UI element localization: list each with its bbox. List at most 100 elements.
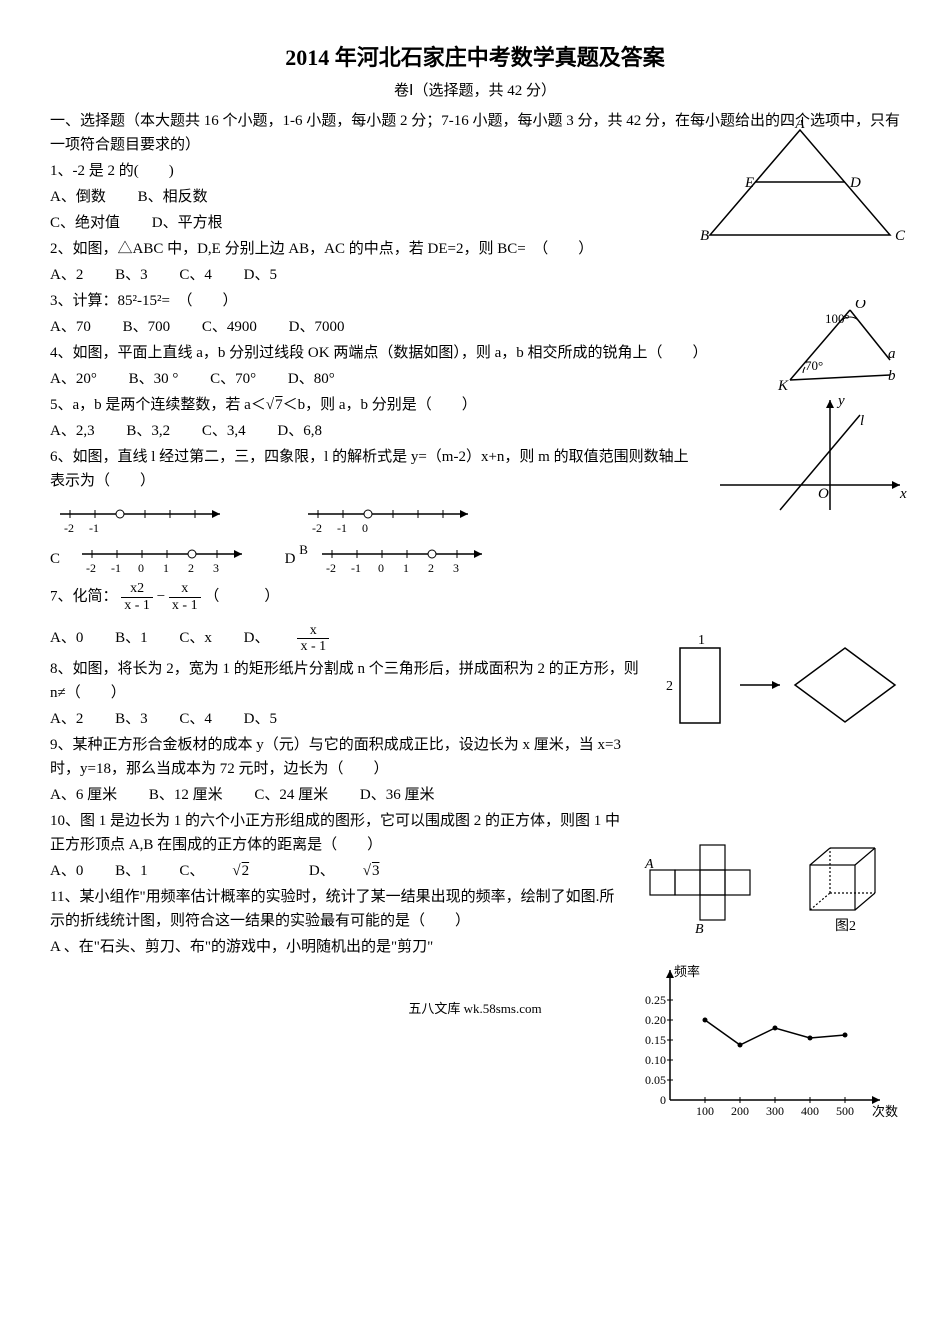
q3-C: C、4900 [202,319,257,335]
q4-D: D、80° [288,371,335,387]
q9-C: C、24 厘米 [254,787,328,803]
fig4-O: O [855,300,866,312]
q8: 8、如图，将长为 2，宽为 1 的矩形纸片分割成 n 个三角形后，拼成面积为 2… [50,657,900,705]
q7-C: C、x [179,630,212,646]
page: 2014 年河北石家庄中考数学真题及答案 卷Ⅰ（选择题，共 42 分） 一、选择… [50,40,900,1020]
q3-B: B、700 [123,319,171,335]
q7-frac2: xx - 1 [169,581,201,613]
numline-A: -2 -1 [50,499,230,539]
svg-text:0.05: 0.05 [645,1073,666,1087]
q8-A: A、2 [50,711,83,727]
numlines-row2: C -2 -1 0 1 2 3 D B -2 -1 0 1 2 3 [50,539,900,579]
q9-B: B、12 厘米 [149,787,223,803]
q11-A: A 、在"石头、剪刀、布"的游戏中，小明随机出的是"剪刀" [50,935,900,959]
q6-stem: 6、如图，直线 l 经过第二，三，四象限，l 的解析式是 y=（m-2）x+n，… [50,449,689,489]
svg-text:200: 200 [731,1104,749,1118]
fig-triangle: A E D B C [690,120,910,250]
q3-A: A、70 [50,319,91,335]
q4-stem: 4、如图，平面上直线 a，b 分别过线段 OK 两端点（数据如图），则 a，b … [50,345,708,361]
fig6-y: y [836,393,845,409]
fig2-D: D [849,175,861,191]
svg-text:-1: -1 [351,561,361,575]
q2-A: A、2 [50,267,83,283]
q2-opts: A、2 B、3 C、4 D、5 [50,263,900,287]
numline-D-label: D [256,547,296,571]
svg-text:0: 0 [378,561,384,575]
fig-freq-chart: 频率 次数 0 0.05 0.10 0.15 0.20 0.25 100 200… [630,960,900,1130]
q8-stem: 8、如图，将长为 2，宽为 1 的矩形纸片分割成 n 个三角形后，拼成面积为 2… [50,661,639,701]
q2-C: C、4 [179,267,212,283]
numline-C: -2 -1 0 1 2 3 [72,539,252,579]
q2-B: B、3 [115,267,148,283]
q7-frac1: x2x - 1 [121,581,153,613]
q5-post: ＜b，则 a，b 分别是（ ） [283,397,477,413]
q11-stem: 11、某小组作"用频率估计概率的实验时，统计了某一结果出现的频率，绘制了如图.所… [50,889,614,929]
q10-B: B、1 [115,863,148,879]
numline-B-top: -2 -1 0 [298,499,478,539]
q8-D: D、5 [244,711,277,727]
q5-D: D、6,8 [277,423,322,439]
svg-text:-2: -2 [64,521,74,535]
q9-D: D、36 厘米 [360,787,435,803]
q11: 11、某小组作"用频率估计概率的实验时，统计了某一结果出现的频率，绘制了如图.所… [50,885,900,933]
fig8-w: 1 [698,633,705,648]
numline-D: -2 -1 0 1 2 3 [312,539,492,579]
title: 2014 年河北石家庄中考数学真题及答案 [50,40,900,75]
svg-text:0: 0 [138,561,144,575]
q7-B: B、1 [115,630,148,646]
fig2-E: E [744,175,754,191]
q10-stem: 10、图 1 是边长为 1 的六个小正方形组成的图形，它可以围成图 2 的正方体… [50,813,620,853]
q9-A: A、6 厘米 [50,787,117,803]
q7-D: D、xx - 1 [244,630,386,646]
q8-C: C、4 [179,711,212,727]
svg-text:500: 500 [836,1104,854,1118]
fig10-A: A [644,857,654,872]
q2-stem: 2、如图，△ABC 中，D,E 分别上边 AB，AC 的中点，若 DE=2，则 … [50,241,593,257]
fig6-l: l [860,413,864,429]
q2-D: D、5 [244,267,277,283]
q10: 10、图 1 是边长为 1 的六个小正方形组成的图形，它可以围成图 2 的正方体… [50,809,900,857]
svg-text:-2: -2 [326,561,336,575]
q7-A: A、0 [50,630,83,646]
q7-post: （ ） [204,589,279,605]
q3-stem: 3、计算：85²-15²= （ ） [50,293,237,309]
svg-text:2: 2 [188,561,194,575]
svg-text:3: 3 [453,561,459,575]
q1-C: C、绝对值 [50,215,120,231]
svg-text:0: 0 [660,1093,666,1107]
svg-text:-2: -2 [312,521,322,535]
svg-text:-1: -1 [89,521,99,535]
fig11-xlab: 次数 [872,1104,898,1119]
q5-C: C、3,4 [202,423,246,439]
svg-text:2: 2 [428,561,434,575]
fig6-x: x [899,486,907,502]
q9-opts: A、6 厘米 B、12 厘米 C、24 厘米 D、36 厘米 [50,783,900,807]
q9: 9、某种正方形合金板材的成本 y（元）与它的面积成成正比，设边长为 x 厘米，当… [50,733,900,781]
svg-text:0.25: 0.25 [645,993,666,1007]
q2: 2、如图，△ABC 中，D,E 分别上边 AB，AC 的中点，若 DE=2，则 … [50,237,900,261]
q7: 7、化简： x2x - 1 − xx - 1 （ ） [50,581,900,613]
q8-B: B、3 [115,711,148,727]
svg-text:0: 0 [362,521,368,535]
numline-C-label: C [50,547,68,571]
subtitle: 卷Ⅰ（选择题，共 42 分） [50,79,900,103]
q6: 6、如图，直线 l 经过第二，三，四象限，l 的解析式是 y=（m-2）x+n，… [50,445,900,493]
svg-text:300: 300 [766,1104,784,1118]
q5-rad: 7 [274,397,283,413]
q7-pre: 7、化简： [50,589,118,605]
q4-A: A、20° [50,371,97,387]
q10-C: C、√2 [179,863,277,879]
q9-stem: 9、某种正方形合金板材的成本 y（元）与它的面积成成正比，设边长为 x 厘米，当… [50,737,621,777]
q10-D: D、√3 [309,863,408,879]
svg-text:-1: -1 [111,561,121,575]
svg-text:-2: -2 [86,561,96,575]
svg-text:-1: -1 [337,521,347,535]
q4-C: C、70° [210,371,256,387]
q5-pre: 5、a，b 是两个连续整数，若 a＜ [50,397,266,413]
q4: 4、如图，平面上直线 a，b 分别过线段 OK 两端点（数据如图），则 a，b … [50,341,900,365]
q10-A: A、0 [50,863,83,879]
numline-B-label: B [299,540,308,561]
svg-text:3: 3 [213,561,219,575]
q5-A: A、2,3 [50,423,95,439]
q1-D: D、平方根 [152,215,223,231]
